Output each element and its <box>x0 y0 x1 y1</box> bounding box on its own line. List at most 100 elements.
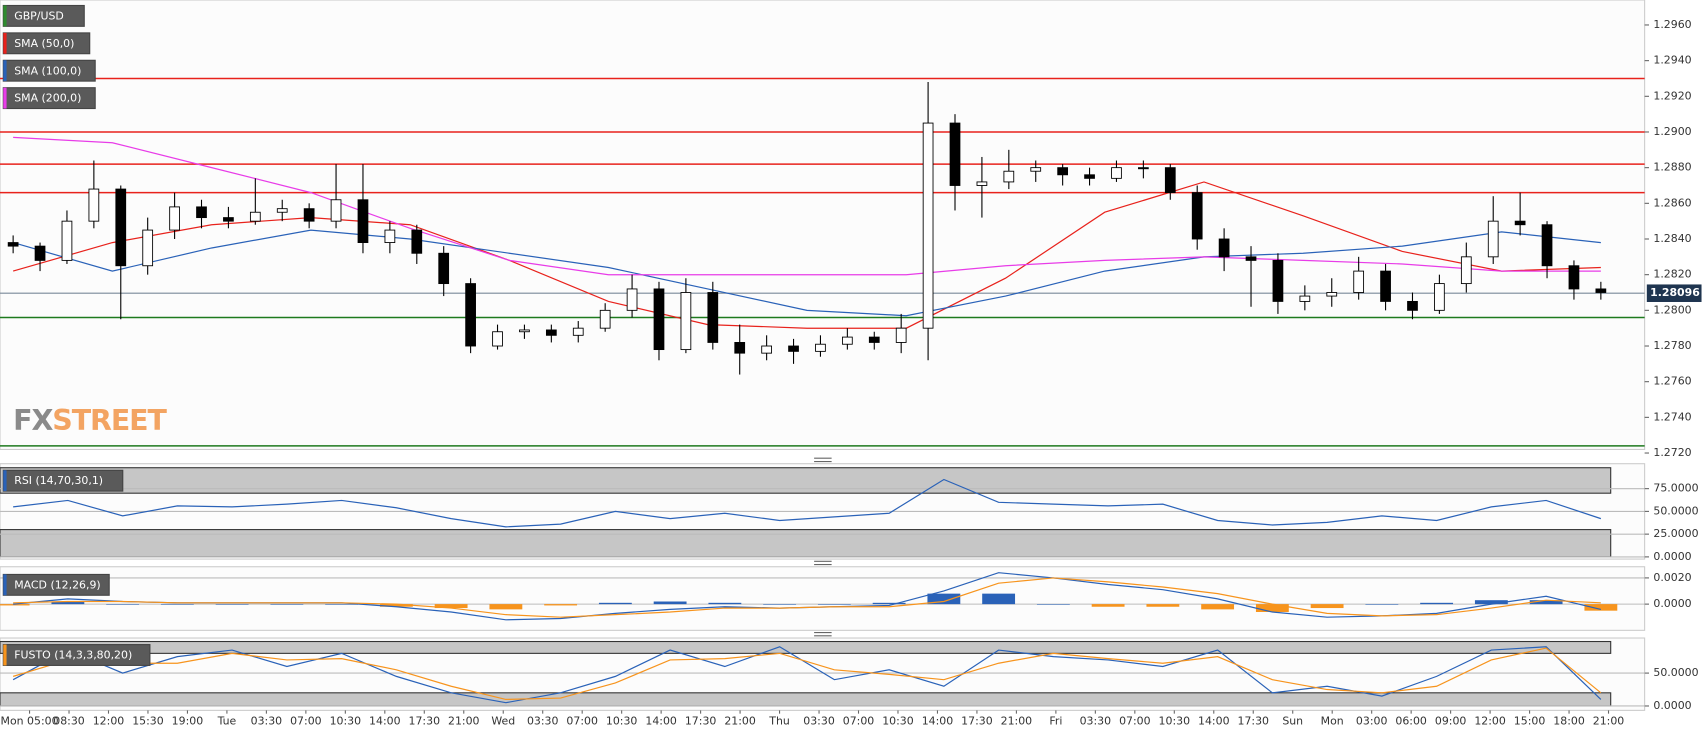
y-tick-label: 1.2920 <box>1653 89 1691 102</box>
legend-entry-stripe <box>3 87 7 109</box>
legend-entry: SMA (50,0) <box>14 37 74 50</box>
x-tick-label: 17:30 <box>961 714 993 727</box>
candle-body <box>492 331 503 347</box>
x-tick-label: Wed <box>491 714 515 727</box>
y-tick-label: 1.2800 <box>1653 303 1691 316</box>
x-tick-label: 14:00 <box>922 714 954 727</box>
candle-body <box>465 283 476 347</box>
candle-body <box>1407 300 1418 311</box>
x-tick-label: 21:00 <box>1593 714 1625 727</box>
x-tick-label: 15:30 <box>132 714 164 727</box>
x-tick-label: Mon 05:00 <box>1 714 59 727</box>
candle-body <box>707 292 719 343</box>
histogram-bar <box>1091 604 1125 607</box>
last-price-box <box>1646 284 1702 302</box>
histogram-bar <box>489 604 523 610</box>
y-tick-label: 1.2960 <box>1653 18 1691 31</box>
candle-body <box>949 122 961 186</box>
series-line <box>12 181 1601 329</box>
histogram-bar <box>763 604 797 605</box>
histogram-bar <box>434 604 468 609</box>
candle-body <box>653 288 665 351</box>
x-tick-label: 12:00 <box>1474 714 1506 727</box>
candle-body <box>1111 167 1122 179</box>
y-tick-label: 1.2780 <box>1653 339 1691 352</box>
y-tick-label: 1.2900 <box>1653 125 1691 138</box>
candle-body <box>1003 170 1015 183</box>
histogram-bar <box>215 604 249 605</box>
panel-title: FUSTO (14,3,3,80,20) <box>14 649 132 662</box>
y-tick-label: 50.0000 <box>1653 504 1698 517</box>
candle-body <box>1164 167 1176 194</box>
band <box>0 692 1612 707</box>
candle-body <box>734 342 746 354</box>
histogram-bar <box>1420 602 1454 605</box>
x-tick-label: 03:30 <box>803 714 835 727</box>
candle-body <box>1353 270 1365 293</box>
histogram-bar <box>708 602 742 605</box>
candle-body <box>572 327 584 336</box>
histogram-bar <box>379 604 413 607</box>
candle-body <box>519 329 530 333</box>
x-tick-label: 03:30 <box>1080 714 1112 727</box>
panel-handles <box>814 457 832 637</box>
legend-entry: SMA (100,0) <box>14 64 81 77</box>
panel-title-stripe <box>3 470 7 492</box>
candle-body <box>1084 174 1095 179</box>
histogram-bar <box>1584 604 1618 611</box>
watermark-suffix: STREET <box>52 404 167 437</box>
x-tick-label: 07:00 <box>1119 714 1151 727</box>
histogram-bar <box>1255 604 1289 612</box>
histogram-bar <box>1201 604 1235 610</box>
candle-body <box>115 188 127 267</box>
x-tick-label: 07:00 <box>290 714 322 727</box>
histogram-bar <box>1365 604 1399 605</box>
histogram-bar <box>325 604 359 605</box>
y-tick-label: 0.0000 <box>1653 550 1691 563</box>
x-tick-label: 06:00 <box>1395 714 1427 727</box>
histogram-bar <box>0 604 30 606</box>
x-tick-label: 12:00 <box>93 714 125 727</box>
series-line <box>12 229 1601 317</box>
y-tick-label: 0.0000 <box>1653 699 1691 712</box>
watermark: FXSTREET <box>13 404 167 437</box>
candle-body <box>1568 265 1580 290</box>
histogram-bar <box>51 601 85 605</box>
x-tick-label: 14:00 <box>369 714 401 727</box>
x-tick-label: 03:30 <box>527 714 559 727</box>
candle-body <box>196 206 207 219</box>
x-tick-label: 07:00 <box>566 714 598 727</box>
x-tick-label: 17:30 <box>685 714 717 727</box>
candle-body <box>761 345 772 354</box>
candle-body <box>841 336 853 345</box>
panel-title: RSI (14,70,30,1) <box>14 474 103 487</box>
histogram-bar <box>106 604 140 605</box>
plot-layer: 1.2720 1.2740 1.2760 1.2780 1.2800 1.2820 1.28… <box>0 4 1702 727</box>
histogram-bar <box>653 601 687 605</box>
candle-body <box>1541 224 1553 267</box>
candle-body <box>1326 292 1338 297</box>
y-tick-label: 50.0000 <box>1653 666 1698 679</box>
x-tick-label: 21:00 <box>1001 714 1033 727</box>
x-tick-label: 10:30 <box>330 714 362 727</box>
y-tick-label: 1.2740 <box>1653 410 1691 423</box>
candle-body <box>1595 288 1607 293</box>
x-tick-label: Tue <box>217 714 237 727</box>
series-line <box>13 577 1601 618</box>
y-tick-label: 25.0000 <box>1653 527 1698 540</box>
y-tick-label: 1.2880 <box>1653 161 1691 174</box>
watermark-prefix: FX <box>13 404 53 437</box>
x-tick-label: 14:00 <box>645 714 677 727</box>
candle-body <box>1218 238 1230 258</box>
histogram-bar <box>1529 600 1563 605</box>
legend-entry-stripe <box>3 60 7 82</box>
candle-body <box>61 220 73 261</box>
y-tick-label: 1.2820 <box>1653 268 1691 281</box>
x-tick-label: 07:00 <box>843 714 875 727</box>
histogram-bar <box>270 604 304 605</box>
x-tick-label: Sun <box>1282 714 1303 727</box>
histogram-bar <box>1036 604 1070 605</box>
candle-body <box>7 242 19 247</box>
candle-body <box>330 199 342 222</box>
x-tick-label: 15:00 <box>1514 714 1546 727</box>
